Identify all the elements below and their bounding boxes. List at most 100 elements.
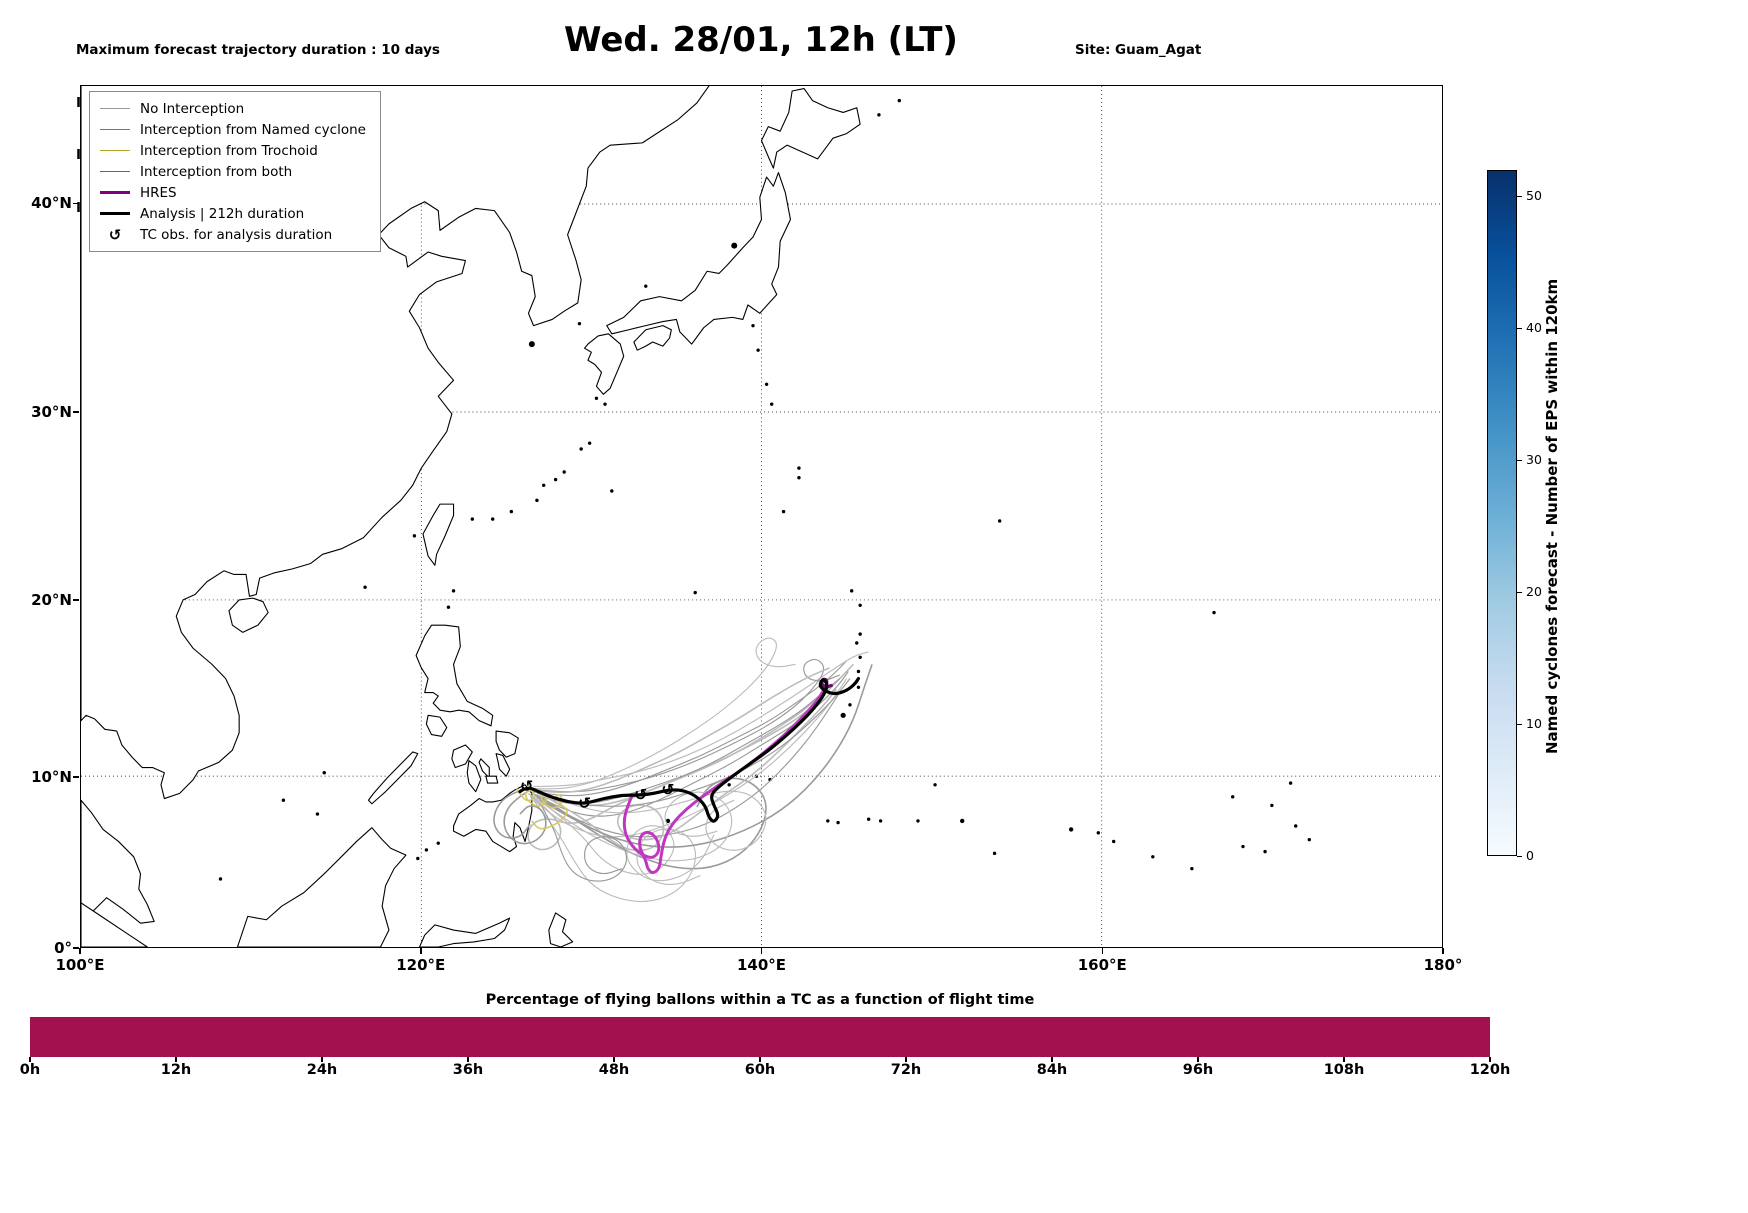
flight-time-bar <box>30 1017 1490 1057</box>
colorbar-tick <box>1517 327 1522 329</box>
trochoid-track <box>515 787 568 830</box>
param-max-duration: Maximum forecast trajectory duration : 1… <box>76 42 440 58</box>
site-name: Site: Guam_Agat <box>1075 42 1202 58</box>
legend-item-label: Interception from Named cyclone <box>140 121 366 138</box>
island-dot <box>528 341 535 348</box>
ensemble-track <box>533 799 701 903</box>
island-dot <box>693 590 697 595</box>
island-dot <box>797 475 801 480</box>
island-dot <box>281 798 286 802</box>
island-dot <box>451 589 456 593</box>
island-dot <box>992 851 997 856</box>
island-dot <box>587 441 592 445</box>
legend: No Interception Interception from Named c… <box>89 91 381 252</box>
coastline <box>81 799 155 924</box>
legend-item: HRES <box>100 182 366 203</box>
legend-item-label: HRES <box>140 184 177 201</box>
x-axis-tick <box>1442 948 1444 954</box>
coastline <box>548 912 574 947</box>
analysis-track <box>518 676 861 823</box>
island-dot <box>916 819 920 823</box>
colorbar-tick <box>1517 459 1522 461</box>
flight-time-tick-label: 60h <box>744 1062 776 1078</box>
figure-title: Wed. 28/01, 12h (LT) <box>564 20 958 60</box>
legend-line-swatch <box>100 128 130 131</box>
island-dot <box>1190 866 1194 871</box>
x-axis-tick <box>420 948 422 954</box>
tc-obs-symbol: ↺ <box>520 776 533 795</box>
flight-time-tick-label: 72h <box>890 1062 922 1078</box>
x-axis-label: 120°E <box>396 956 446 974</box>
island-dot <box>849 589 854 593</box>
flight-time-tick-label: 36h <box>452 1062 484 1078</box>
flight-time-tick-label: 0h <box>19 1062 41 1078</box>
island-dot <box>858 603 862 607</box>
legend-item: No Interception <box>100 98 366 119</box>
island-dot <box>858 655 862 659</box>
coastline <box>425 714 448 737</box>
colorbar <box>1487 170 1517 856</box>
island-dot <box>855 641 859 645</box>
coastline <box>422 503 455 566</box>
coastline <box>606 172 792 345</box>
island-dot <box>1068 827 1074 832</box>
island-dot <box>960 818 965 824</box>
island-dot <box>218 877 223 881</box>
flight-time-tick-label: 108h <box>1323 1062 1365 1078</box>
coastline <box>633 325 672 351</box>
island-dot <box>826 819 830 823</box>
colorbar-tick <box>1517 855 1522 857</box>
ensemble-track <box>539 803 628 882</box>
legend-item-label: Analysis | 212h duration <box>140 205 305 222</box>
flight-time-tick-label: 96h <box>1182 1062 1214 1078</box>
coastline <box>236 827 407 947</box>
island-dot <box>1307 837 1311 842</box>
island-dot <box>412 534 417 538</box>
legend-item: Interception from Named cyclone <box>100 119 366 140</box>
island-dot <box>535 498 539 503</box>
island-dot <box>751 323 755 328</box>
coastline <box>495 753 511 777</box>
coastline <box>81 902 148 947</box>
island-dot <box>490 517 495 521</box>
island-dot <box>1151 855 1155 859</box>
ensemble-track <box>531 678 841 805</box>
island-dot <box>1288 781 1293 785</box>
y-axis-tick <box>73 776 79 778</box>
ensemble-track <box>536 658 841 793</box>
island-dot <box>756 348 760 352</box>
y-axis-label: 0° <box>54 939 72 957</box>
island-dot <box>856 669 861 674</box>
colorbar-gradient <box>1488 171 1516 855</box>
island-dot <box>610 489 614 493</box>
coastline <box>466 760 482 793</box>
colorbar-tick <box>1517 723 1522 725</box>
y-axis-tick <box>73 411 79 413</box>
island-dot <box>1270 803 1274 808</box>
legend-line-swatch <box>100 211 130 216</box>
ensemble-track <box>539 664 873 848</box>
island-dot <box>856 685 861 689</box>
island-dot <box>603 402 607 406</box>
island-dot <box>416 856 420 861</box>
island-dot <box>665 818 671 824</box>
island-dot <box>509 509 514 514</box>
island-dot <box>579 447 583 451</box>
x-axis-label: 140°E <box>736 956 787 974</box>
y-axis-label: 30°N <box>31 402 72 421</box>
island-dot <box>577 321 582 326</box>
flight-time-tick <box>175 1057 177 1062</box>
island-dot <box>836 820 840 825</box>
flight-time-tick <box>29 1057 31 1062</box>
island-dot <box>1231 795 1235 799</box>
coastline <box>584 333 625 395</box>
legend-line-swatch <box>100 170 130 173</box>
y-axis-tick <box>73 599 79 601</box>
y-axis-tick <box>73 947 79 949</box>
island-dot <box>781 509 786 514</box>
trajectory-map: ↺ ↺ ↺ ↺ No Interception Interception from Na… <box>80 85 1443 948</box>
tc-obs-symbol: ↺ <box>661 780 674 799</box>
island-dot <box>1111 839 1116 844</box>
colorbar-tick-label: 0 <box>1526 848 1534 863</box>
